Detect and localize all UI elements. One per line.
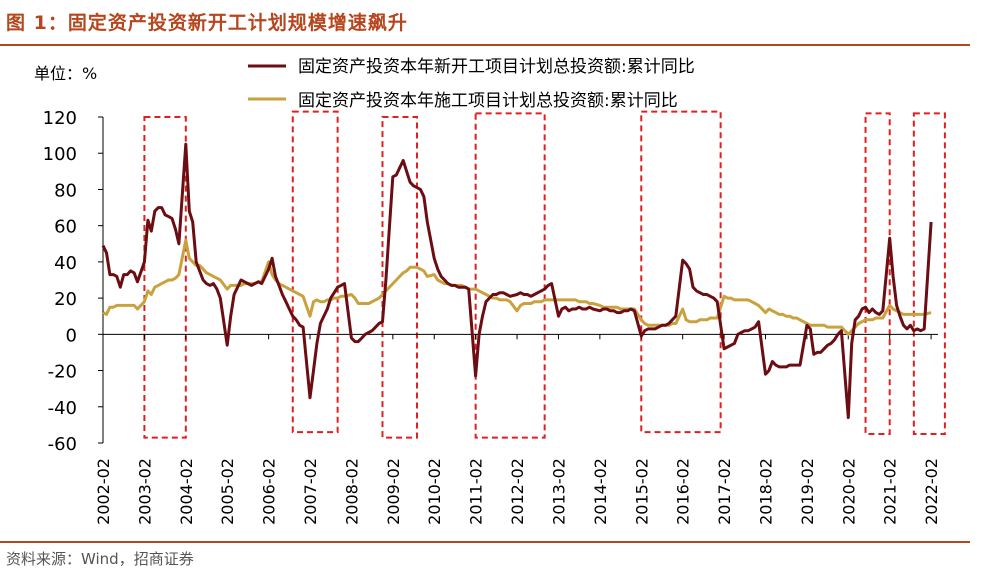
footer-rule: [0, 541, 970, 543]
x-tick-label: 2018-02: [756, 458, 775, 525]
y-tick-label: 40: [54, 253, 77, 274]
x-tick-label: 2021-02: [881, 458, 900, 525]
highlight-box-7: [912, 112, 946, 435]
x-tick-label: 2020-02: [839, 458, 858, 525]
source-note: 资料来源：Wind，招商证券: [6, 550, 194, 568]
x-tick-label: 2019-02: [798, 458, 817, 525]
x-tick-label: 2010-02: [425, 458, 444, 525]
x-tick-label: 2011-02: [467, 458, 486, 525]
x-tick-label: 2004-02: [177, 458, 196, 525]
series-line-new-start: [101, 142, 933, 420]
y-tick-label: 100: [43, 144, 77, 165]
highlight-box-4: [474, 112, 546, 439]
x-tick-label: 2002-02: [94, 458, 113, 525]
legend-label-under-construction: 固定资产投资本年施工项目计划总投资额:累计同比: [298, 91, 678, 111]
axes: 120 100 80 60 40 20 0 -20 -40 -60 2002-02 2003-02 20…: [43, 108, 941, 525]
legend: 固定资产投资本年新开工项目计划总投资额:累计同比 固定资产投资本年施工项目计划总…: [248, 57, 695, 111]
x-tick-label: 2003-02: [135, 458, 154, 525]
series-lines: [101, 142, 933, 420]
x-tick-label: 2017-02: [715, 458, 734, 525]
unit-label: 单位：%: [34, 64, 97, 83]
x-tick-label: 2022-02: [922, 458, 941, 525]
x-tick-label: 2014-02: [591, 458, 610, 525]
x-tick-label: 2007-02: [301, 458, 320, 525]
x-tick-label: 2015-02: [632, 458, 651, 525]
highlight-boxes: [143, 110, 946, 439]
y-tick-label: -20: [48, 362, 77, 383]
figure-title: 图 1：固定资产投资新开工计划规模增速飙升: [6, 12, 408, 34]
highlight-box-3: [381, 116, 418, 439]
x-tick-label: 2006-02: [260, 458, 279, 525]
highlight-box-6: [864, 112, 891, 435]
highlight-box-2: [291, 110, 339, 434]
x-tick-label: 2013-02: [549, 458, 568, 525]
highlight-box-1: [143, 116, 187, 439]
x-tick-label: 2016-02: [674, 458, 693, 525]
series-line-under-construction: [102, 238, 932, 336]
legend-label-new-start: 固定资产投资本年新开工项目计划总投资额:累计同比: [298, 57, 695, 77]
y-tick-label: 20: [54, 289, 77, 310]
y-tick-label: 80: [54, 180, 77, 201]
x-tick-label: 2005-02: [218, 458, 237, 525]
y-tick-label: 60: [54, 217, 77, 238]
x-tick-label: 2008-02: [342, 458, 361, 525]
x-tick-label: 2012-02: [508, 458, 527, 525]
y-tick-label: -60: [48, 434, 77, 455]
title-rule: [0, 44, 970, 46]
y-tick-label: 120: [43, 108, 77, 129]
y-tick-label: -40: [48, 398, 77, 419]
x-tick-label: 2009-02: [384, 458, 403, 525]
y-tick-label: 0: [66, 325, 77, 346]
